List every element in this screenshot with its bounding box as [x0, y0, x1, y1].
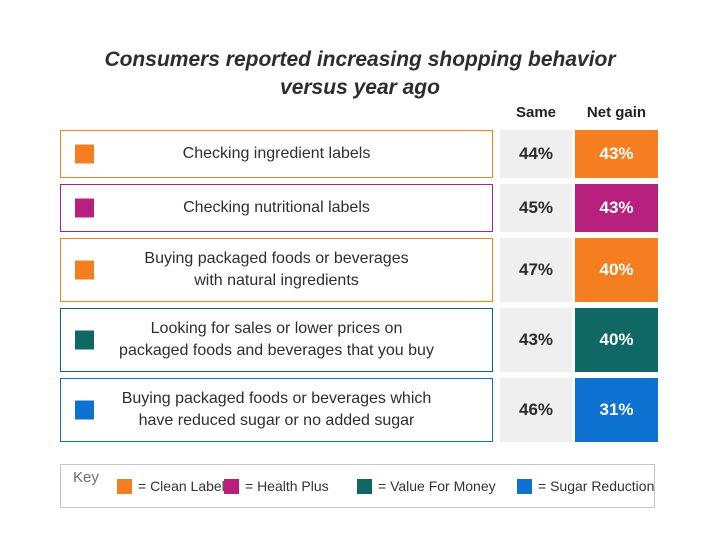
table-row: Checking nutritional labels 45% 43%: [60, 184, 658, 232]
clean-label-swatch-icon: [117, 478, 132, 494]
title-line-1: Consumers reported increasing shopping b…: [104, 48, 616, 71]
net-gain-value: 43%: [575, 130, 658, 178]
same-value: 43%: [500, 308, 572, 372]
table-row: Looking for sales or lower prices on pac…: [60, 308, 658, 372]
legend-item-value-for-money: = Value For Money: [357, 478, 496, 494]
behavior-label-line2: packaged foods and beverages that you bu…: [119, 342, 434, 359]
same-value: 46%: [500, 378, 572, 442]
behavior-label-box: Checking ingredient labels: [60, 130, 493, 178]
behavior-label: Buying packaged foods or beverages which: [121, 390, 432, 408]
category-swatch-icon: [75, 330, 94, 350]
legend-box: Key = Clean Label = Health Plus = Value …: [60, 464, 655, 508]
behavior-label: Buying packaged foods or beverages: [144, 250, 409, 268]
category-swatch-icon: [75, 198, 94, 218]
net-gain-value: 40%: [575, 308, 658, 372]
behavior-label-box: Buying packaged foods or beverages which…: [60, 378, 493, 442]
behavior-table: Checking ingredient labels 44% 43% Check…: [60, 130, 658, 442]
legend-item-clean-label: = Clean Label: [117, 478, 225, 494]
same-value: 47%: [500, 238, 572, 302]
table-row: Buying packaged foods or beverages with …: [60, 238, 658, 302]
behavior-label-box: Checking nutritional labels: [60, 184, 493, 232]
behavior-label-line2: with natural ingredients: [194, 272, 359, 289]
column-header-net-gain: Net gain: [586, 104, 647, 121]
behavior-label-box: Buying packaged foods or beverages with …: [60, 238, 493, 302]
legend-label: = Clean Label: [138, 478, 225, 494]
legend-title: Key: [73, 469, 99, 486]
legend-label: = Value For Money: [378, 478, 496, 494]
category-swatch-icon: [75, 144, 94, 164]
title-line-2: versus year ago: [280, 75, 440, 99]
net-gain-value: 43%: [575, 184, 658, 232]
chart-title: Consumers reported increasing shopping b…: [30, 46, 690, 101]
table-row: Buying packaged foods or beverages which…: [60, 378, 658, 442]
category-swatch-icon: [75, 400, 94, 420]
same-value: 44%: [500, 130, 572, 178]
legend-item-health-plus: = Health Plus: [224, 478, 329, 494]
same-value: 45%: [500, 184, 572, 232]
category-swatch-icon: [75, 260, 94, 280]
behavior-label-box: Looking for sales or lower prices on pac…: [60, 308, 493, 372]
legend-label: = Health Plus: [245, 478, 329, 494]
behavior-label: Looking for sales or lower prices on: [150, 320, 403, 338]
net-gain-value: 40%: [575, 238, 658, 302]
table-row: Checking ingredient labels 44% 43%: [60, 130, 658, 178]
behavior-label-line2: have reduced sugar or no added sugar: [138, 412, 415, 429]
column-header-same: Same: [515, 104, 557, 121]
net-gain-value: 31%: [575, 378, 658, 442]
legend-label: = Sugar Reduction: [538, 478, 655, 494]
behavior-label: Checking nutritional labels: [183, 199, 370, 217]
sugar-reduction-swatch-icon: [517, 478, 532, 494]
behavior-label: Checking ingredient labels: [182, 145, 371, 163]
health-plus-swatch-icon: [224, 478, 239, 494]
value-for-money-swatch-icon: [357, 478, 372, 494]
legend-item-sugar-reduction: = Sugar Reduction: [517, 478, 654, 494]
